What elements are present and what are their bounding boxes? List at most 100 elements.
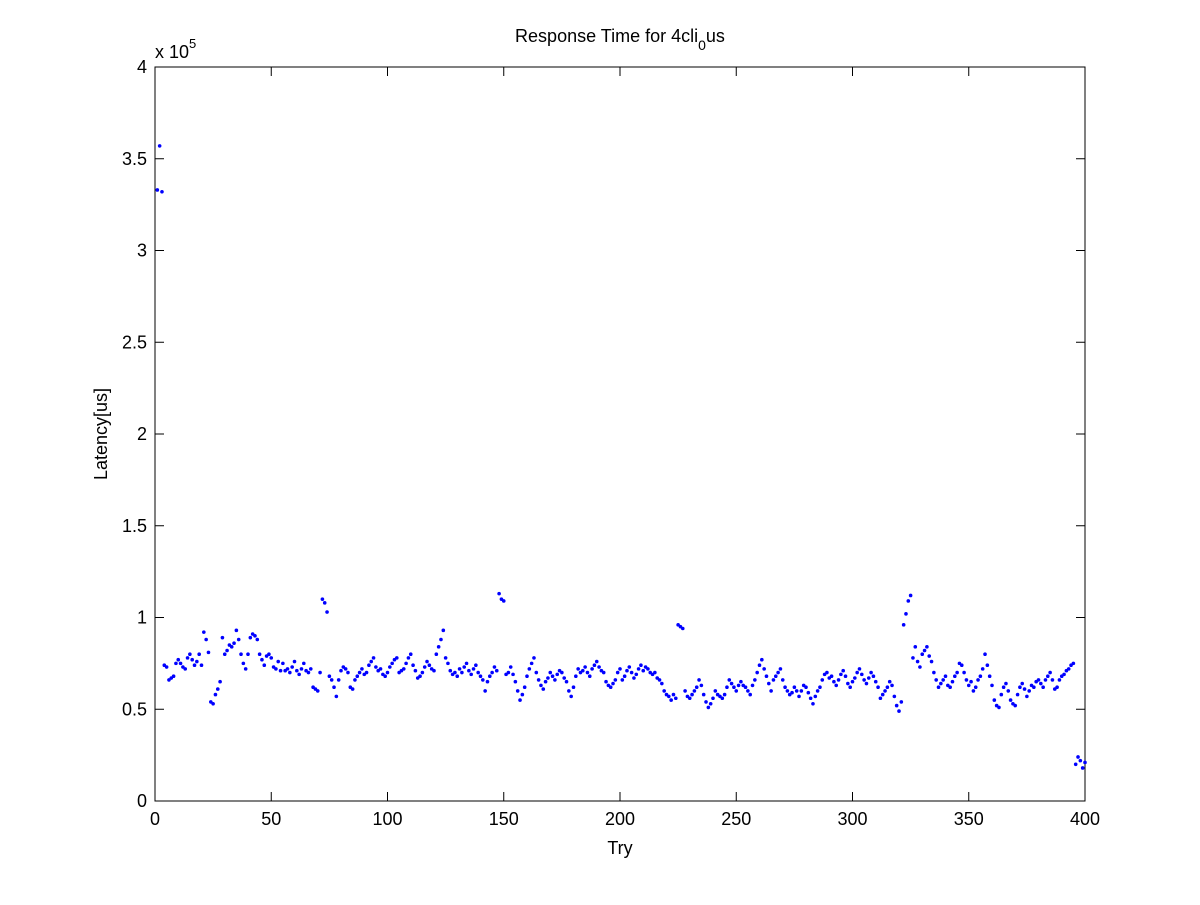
data-point (176, 657, 181, 662)
data-point (257, 652, 262, 656)
data-point (969, 679, 973, 684)
data-point (662, 689, 666, 693)
data-point (1036, 678, 1041, 682)
data-point (999, 692, 1004, 697)
y-tick-label: 2 (137, 424, 147, 444)
data-point (248, 635, 253, 640)
data-point (439, 637, 443, 642)
data-point (934, 678, 938, 682)
data-point (171, 674, 176, 679)
data-point (497, 591, 501, 596)
data-point (297, 672, 301, 677)
data-point (218, 679, 222, 684)
data-point (683, 689, 687, 693)
data-point (829, 674, 834, 679)
data-point (253, 634, 257, 638)
data-point (915, 659, 920, 664)
data-point (260, 657, 264, 662)
data-point (922, 648, 927, 653)
data-point (404, 661, 408, 666)
data-point (1076, 755, 1080, 759)
data-point (936, 685, 941, 690)
data-point (839, 672, 843, 677)
data-point (548, 670, 553, 675)
data-point (520, 692, 525, 697)
data-point (501, 599, 506, 603)
data-point (494, 668, 499, 673)
data-point (471, 667, 476, 671)
data-point (878, 696, 883, 701)
data-point (848, 685, 852, 690)
data-point (757, 663, 762, 668)
y-tick-label: 0.5 (122, 699, 147, 719)
data-point (267, 652, 271, 656)
data-point (306, 670, 311, 675)
data-point (894, 703, 899, 708)
data-point (425, 659, 429, 664)
x-tick-label: 100 (372, 809, 402, 829)
data-point (455, 674, 460, 679)
data-point (1039, 681, 1043, 686)
data-point (541, 687, 546, 691)
x-tick-label: 150 (489, 809, 519, 829)
title-subscript: 0 (698, 37, 706, 53)
data-point (943, 674, 948, 679)
data-point (785, 689, 790, 693)
data-point (701, 692, 706, 697)
data-point (990, 683, 994, 688)
data-point (1022, 687, 1027, 691)
data-point (569, 694, 573, 699)
data-point (1046, 674, 1050, 679)
data-point (215, 687, 220, 691)
data-point (769, 689, 773, 693)
data-point (927, 654, 932, 658)
data-point (355, 674, 360, 679)
data-point (860, 672, 864, 677)
data-point (241, 661, 246, 666)
x-tick-label: 400 (1070, 809, 1100, 829)
data-point (174, 661, 178, 666)
data-point (1027, 689, 1031, 693)
data-point (350, 687, 355, 691)
data-point (448, 668, 453, 673)
data-point (413, 668, 418, 673)
data-point (611, 681, 615, 686)
data-point (178, 661, 183, 666)
data-point (234, 628, 239, 633)
data-point (1018, 685, 1022, 690)
data-point (518, 698, 522, 702)
data-point (192, 663, 197, 668)
data-point (590, 667, 594, 671)
data-point (762, 667, 766, 671)
data-point (755, 670, 759, 675)
data-point (760, 657, 764, 662)
data-point (592, 663, 597, 668)
data-point (841, 668, 845, 673)
data-point (246, 652, 250, 656)
data-point (660, 681, 664, 686)
data-point (281, 661, 285, 666)
data-point (966, 683, 971, 688)
data-point (371, 656, 376, 660)
data-point (753, 678, 757, 682)
data-point (585, 670, 590, 675)
multiplier-base: x 10 (155, 42, 189, 62)
data-point (418, 674, 422, 679)
data-point (748, 692, 752, 697)
data-point (708, 701, 713, 706)
data-point (476, 670, 480, 675)
data-point (876, 685, 880, 690)
data-point (862, 678, 866, 682)
data-point (160, 189, 164, 194)
data-point (506, 670, 511, 675)
data-point (808, 696, 813, 701)
title-suffix: us (706, 26, 725, 46)
data-point (636, 667, 641, 671)
data-point (155, 188, 160, 192)
data-point (185, 656, 190, 660)
data-point (1062, 672, 1066, 677)
data-point (985, 663, 990, 668)
data-point (959, 663, 964, 668)
data-point (308, 667, 313, 671)
data-point (641, 668, 646, 673)
